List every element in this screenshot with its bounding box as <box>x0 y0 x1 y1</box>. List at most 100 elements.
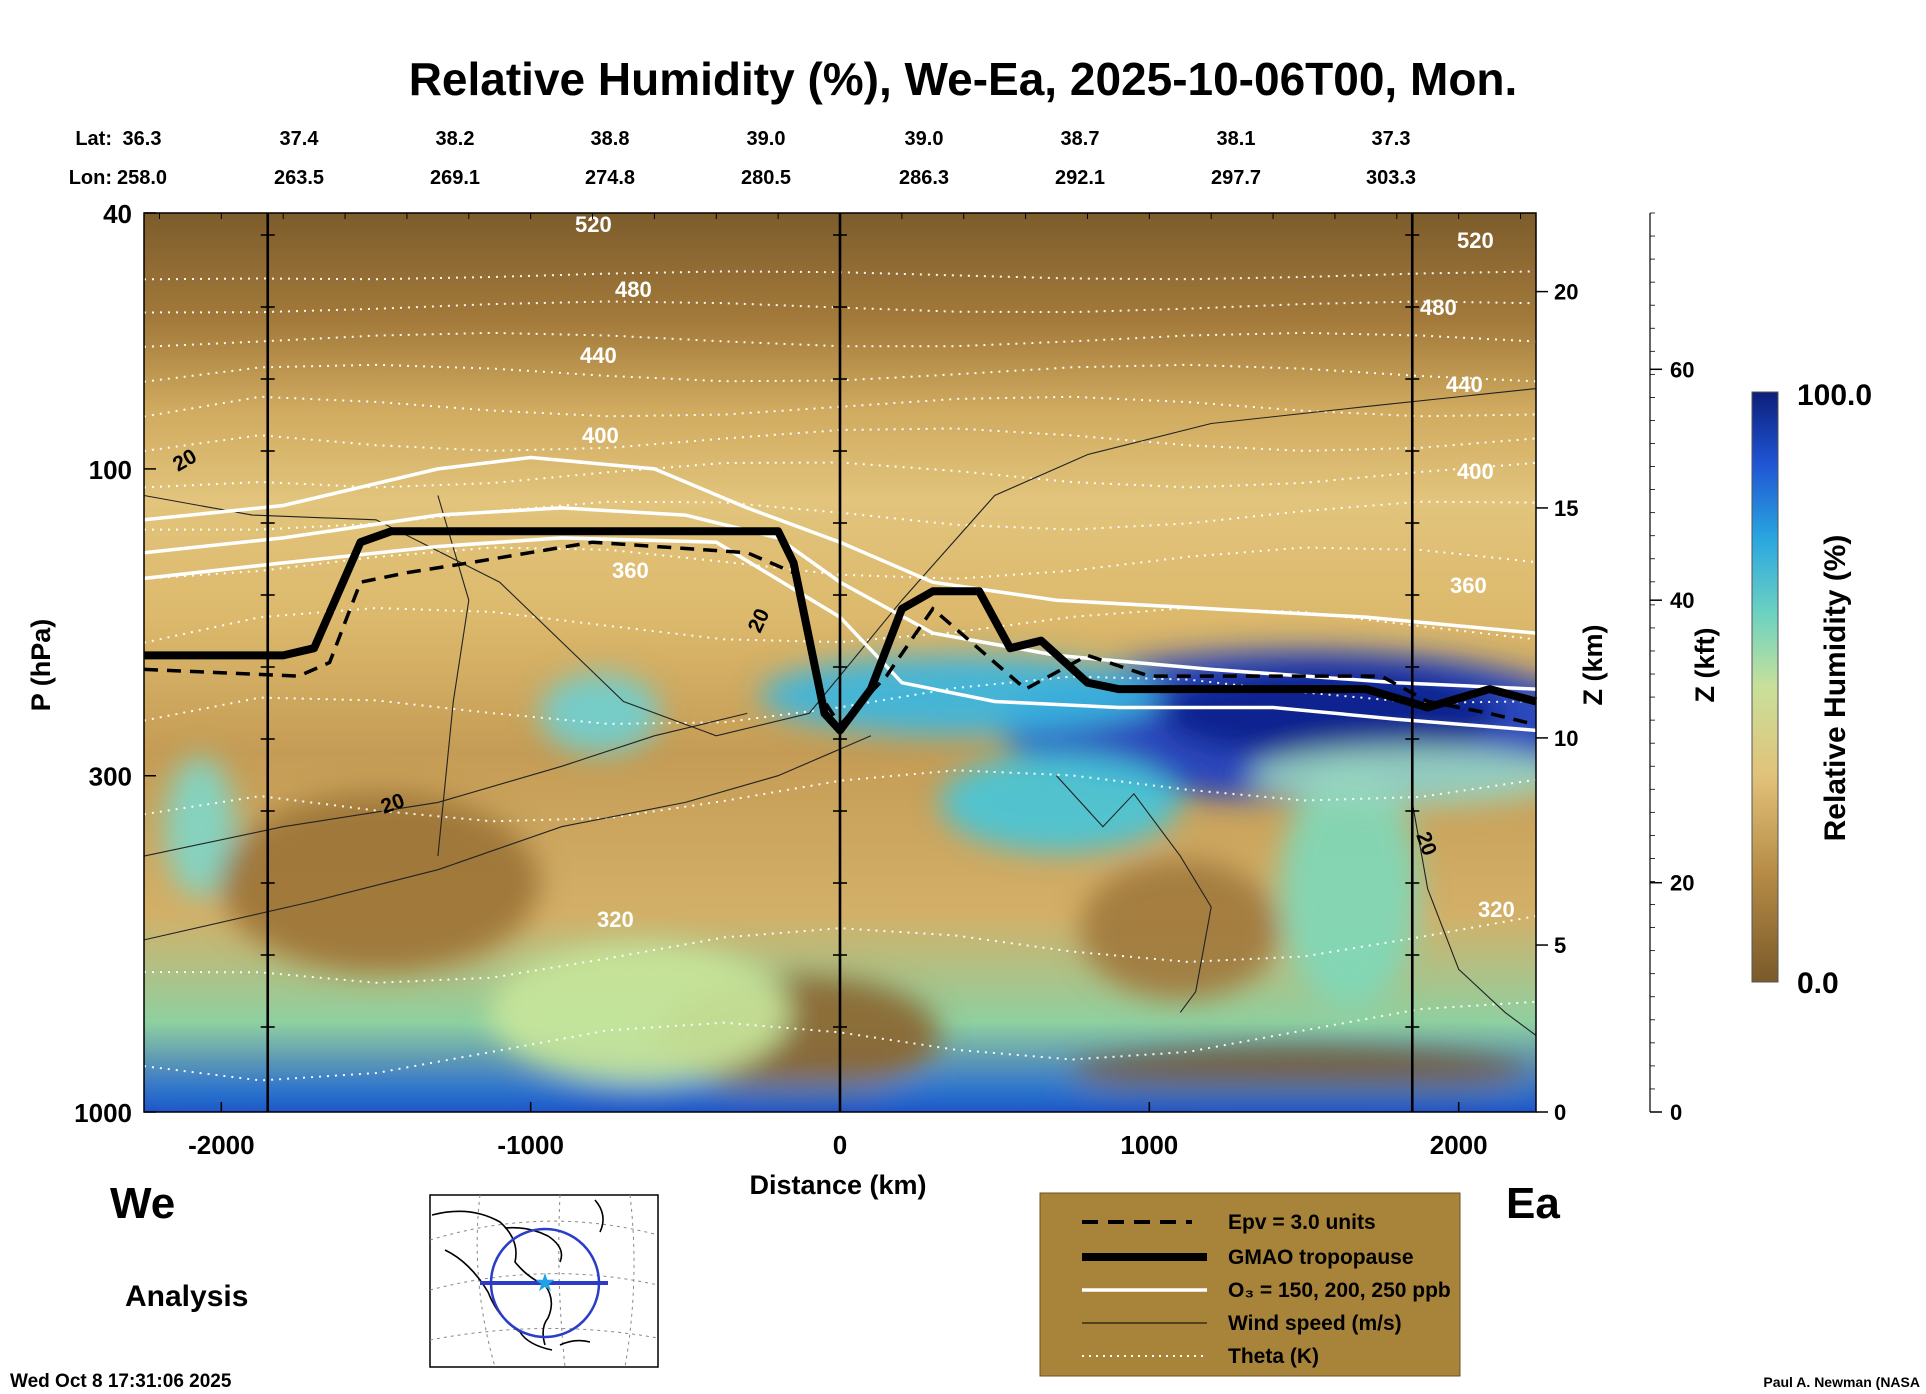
z-km-tick-label: 0 <box>1554 1100 1566 1125</box>
theta-label-10: 360 <box>1450 573 1487 598</box>
lat-value: 36.3 <box>123 128 162 150</box>
theta-label-6: 520 <box>1457 228 1494 253</box>
x-tick-label: 1000 <box>1120 1130 1178 1160</box>
analysis-label: Analysis <box>125 1280 248 1313</box>
rh-feature-4 <box>1280 768 1420 1009</box>
y-tick-label: 300 <box>89 762 132 792</box>
rh-feature-3 <box>940 752 1180 853</box>
wind-contour-5 <box>437 495 470 857</box>
z-km-tick-label: 20 <box>1554 280 1578 305</box>
rh-feature-5 <box>540 673 660 754</box>
z-kft-tick-label: 20 <box>1670 871 1694 896</box>
z-kft-tick-label: 40 <box>1670 588 1694 613</box>
theta-contour-4 <box>144 395 1536 418</box>
colorbar-ramp <box>1751 391 1779 983</box>
ozone-contour-2 <box>144 536 1536 733</box>
x-axis: -2000 -1000 0 1000 2000 <box>158 213 1522 1160</box>
lon-value: 297.7 <box>1211 167 1261 189</box>
y-tick-label: 40 <box>103 199 132 229</box>
credit: Paul A. Newman (NASA <box>1763 1374 1920 1390</box>
theta-label-2: 440 <box>580 343 617 368</box>
theta-label-11: 320 <box>1478 897 1515 922</box>
lon-value: 274.8 <box>585 167 635 189</box>
colorbar-max-label: 100.0 <box>1797 379 1872 412</box>
lat-lon-header: Lat: Lon: 36.3 37.4 38.2 38.8 39.0 39.0 38.7 38… <box>69 128 1416 189</box>
tropopause-line <box>144 527 1538 735</box>
theta-contour-12 <box>144 915 1536 984</box>
timestamp: Wed Oct 8 17:31:06 2025 <box>10 1371 232 1392</box>
theta-labels: 520 480 440 400 360 320 520 480 440 400 360 320 <box>575 212 1515 932</box>
theta-label-8: 440 <box>1446 372 1483 397</box>
lon-value: 303.3 <box>1366 167 1416 189</box>
legend-tropopause-label: GMAO tropopause <box>1228 1246 1414 1269</box>
z-kft-axis: 60 40 20 0 <box>1649 212 1694 1125</box>
x-tick-label: 2000 <box>1430 1130 1488 1160</box>
lat-value: 37.4 <box>280 128 320 150</box>
wind-contour-2 <box>144 735 872 941</box>
ozone-contours <box>144 455 1536 733</box>
legend-theta-label: Theta (K) <box>1228 1345 1319 1368</box>
wind-contour-3 <box>1056 775 1212 1013</box>
z-km-tick-label: 15 <box>1554 496 1578 521</box>
y-axis-label: P (hPa) <box>26 619 56 712</box>
theta-label-5: 320 <box>597 907 634 932</box>
lat-value: 37.3 <box>1372 128 1411 150</box>
rh-feature-6 <box>165 756 235 897</box>
rh-feature-11 <box>490 942 790 1083</box>
y-tick-label: 1000 <box>74 1098 132 1128</box>
theta-contour-13 <box>144 1000 1536 1082</box>
ozone-contour-1 <box>144 506 1536 691</box>
theta-label-7: 480 <box>1420 295 1457 320</box>
locator-map: ★ <box>429 1194 659 1368</box>
z-km-tick-label: 5 <box>1554 933 1566 958</box>
lat-value: 39.0 <box>905 128 944 150</box>
lon-label: Lon: <box>69 167 112 189</box>
latlon-markers <box>260 213 1420 1112</box>
chart-title: Relative Humidity (%), We-Ea, 2025-10-06… <box>409 53 1518 105</box>
lat-value: 38.2 <box>436 128 475 150</box>
x-tick-label: -2000 <box>188 1130 255 1160</box>
legend-epv-label: Epv = 3.0 units <box>1228 1211 1376 1234</box>
lat-value: 38.7 <box>1061 128 1100 150</box>
lon-value: 280.5 <box>741 167 791 189</box>
theta-label-9: 400 <box>1457 459 1494 484</box>
z-kft-tick-label: 0 <box>1670 1100 1682 1125</box>
legend-wind-label: Wind speed (m/s) <box>1228 1312 1402 1335</box>
z-km-tick-label: 10 <box>1554 726 1578 751</box>
z-km-label: Z (km) <box>1578 625 1608 706</box>
x-tick-label: 0 <box>833 1130 847 1160</box>
we-label: We <box>110 1179 175 1228</box>
theta-label-1: 480 <box>615 277 652 302</box>
wind-contour-1 <box>144 712 748 857</box>
lon-value: 286.3 <box>899 167 949 189</box>
lat-label: Lat: <box>75 128 112 150</box>
rh-feature-9 <box>1080 859 1280 1000</box>
theta-label-4: 360 <box>612 558 649 583</box>
lon-value: 292.1 <box>1055 167 1105 189</box>
y-tick-label: 100 <box>89 455 132 485</box>
colorbar-min-label: 0.0 <box>1797 967 1839 1000</box>
lat-value: 39.0 <box>747 128 786 150</box>
x-axis-label: Distance (km) <box>749 1170 926 1200</box>
colorbar: 100.0 0.0 Relative Humidity (%) <box>1751 379 1872 1000</box>
theta-contour-5 <box>144 427 1536 452</box>
wind-contour-0 <box>144 388 1536 737</box>
rh-feature-7 <box>220 792 540 973</box>
ozone-contour-0 <box>144 455 1536 635</box>
x-tick-label: -1000 <box>497 1130 564 1160</box>
z-km-axis: 20 15 10 5 0 <box>1536 280 1578 1125</box>
z-kft-tick-label: 60 <box>1670 357 1694 382</box>
z-kft-label: Z (kft) <box>1690 628 1720 703</box>
lat-value: 38.1 <box>1217 128 1256 150</box>
wind-speed-contours <box>144 388 1536 1036</box>
lat-value: 38.8 <box>591 128 630 150</box>
legend: Epv = 3.0 units GMAO tropopause O₃ = 150… <box>1039 1192 1461 1377</box>
colorbar-label: Relative Humidity (%) <box>1819 535 1852 842</box>
lon-value: 269.1 <box>430 167 480 189</box>
wind-contour-4 <box>1411 802 1536 1036</box>
theta-label-0: 520 <box>575 212 612 237</box>
theta-contour-8 <box>144 546 1536 580</box>
y-axis: 40 100 300 1000 <box>74 199 156 1128</box>
